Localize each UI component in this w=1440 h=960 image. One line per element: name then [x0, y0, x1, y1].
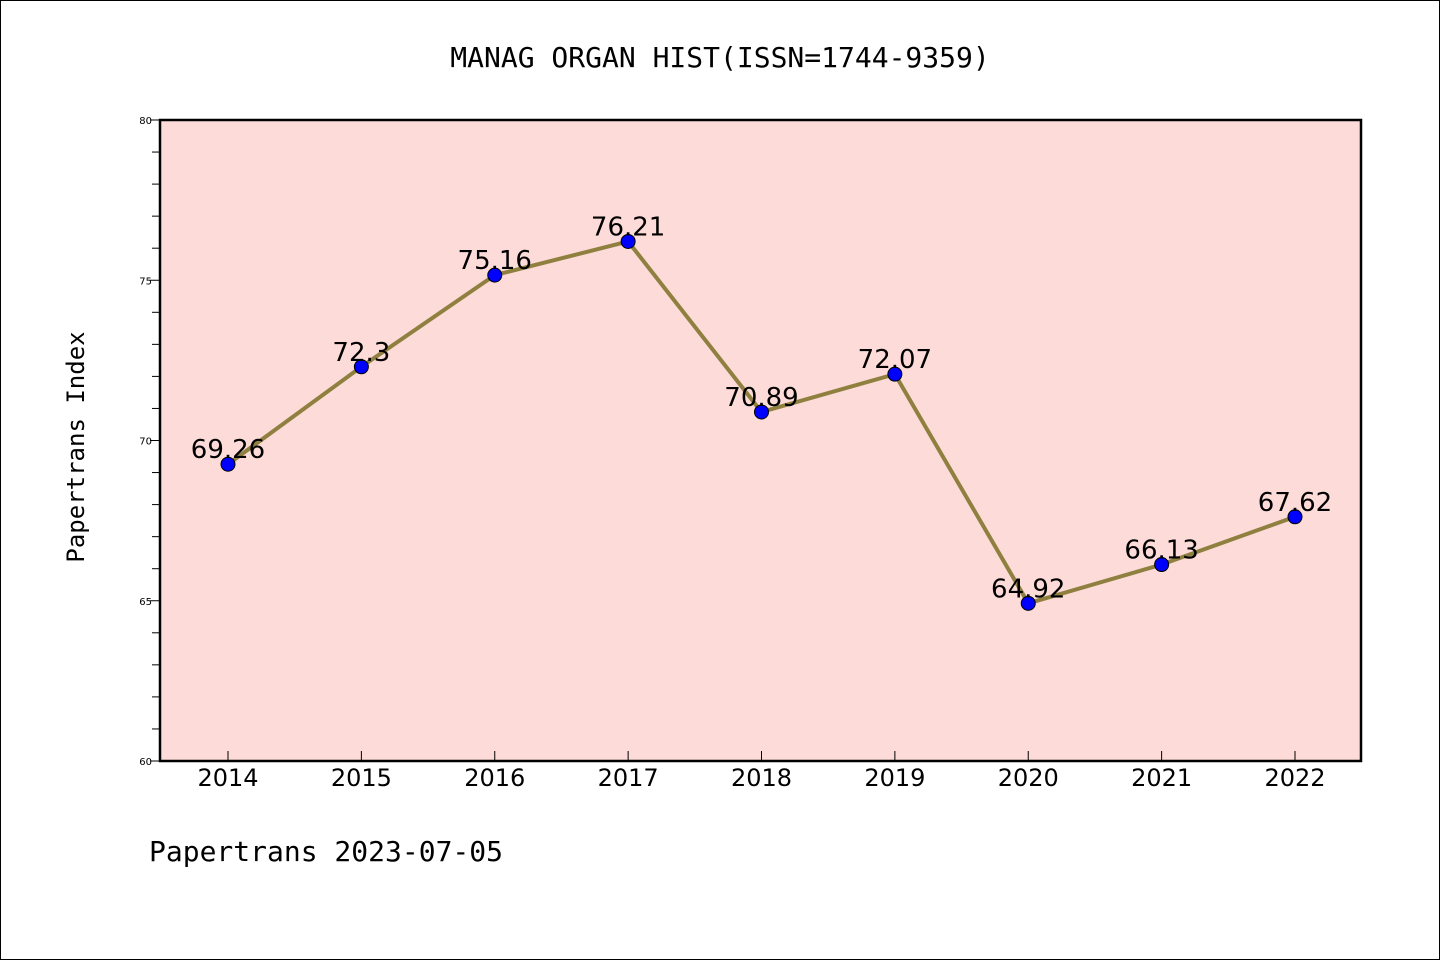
data-label: 75.16 [458, 246, 532, 276]
y-tick-label: 65 [139, 597, 152, 608]
x-tick-label: 2020 [998, 764, 1059, 792]
data-point [754, 404, 769, 420]
y-axis-ticks: 60 65 70 75 80 [139, 116, 160, 768]
data-point [1287, 509, 1303, 525]
data-point [620, 233, 636, 249]
y-tick-label: 60 [139, 757, 152, 768]
data-labels: 69.26 72.3 75.16 76.21 70.89 72.07 64.92 66.13 6… [191, 212, 1332, 604]
data-point [353, 359, 369, 375]
x-tick-label: 2018 [731, 764, 792, 792]
x-tick-label: 2022 [1264, 764, 1325, 792]
y-tick-label: 80 [139, 116, 152, 127]
data-label: 70.89 [724, 383, 798, 413]
data-markers [220, 233, 1303, 611]
data-point [1020, 595, 1036, 611]
x-tick-label: 2017 [598, 764, 659, 792]
x-tick-label: 2016 [464, 764, 525, 792]
x-tick-label: 2019 [864, 764, 925, 792]
y-tick-label: 70 [139, 437, 152, 448]
y-tick-label: 75 [139, 276, 152, 287]
data-label: 64.92 [991, 574, 1065, 604]
data-label: 67.62 [1258, 488, 1332, 518]
data-point [487, 267, 503, 283]
data-label: 76.21 [591, 212, 665, 242]
x-tick-label: 2021 [1131, 764, 1192, 792]
chart-title: MANAG ORGAN HIST(ISSN=1744-9359) [450, 41, 989, 74]
data-label: 69.26 [191, 435, 265, 465]
data-label: 66.13 [1124, 536, 1198, 566]
x-tick-label: 2014 [197, 764, 258, 792]
y-axis-label: Papertrans Index [62, 331, 90, 562]
x-axis-ticks: 2014 2015 2016 2017 2018 2019 2020 2021 2022 [197, 751, 1326, 792]
data-point [1154, 557, 1170, 573]
footer-credit: Papertrans 2023-07-05 [149, 835, 504, 868]
data-point [887, 366, 903, 382]
plot-border [158, 118, 1363, 763]
data-point [220, 456, 236, 472]
data-label: 72.07 [858, 345, 932, 375]
data-label: 72.3 [332, 338, 390, 368]
plot-area [160, 120, 1361, 761]
x-tick-label: 2015 [331, 764, 392, 792]
